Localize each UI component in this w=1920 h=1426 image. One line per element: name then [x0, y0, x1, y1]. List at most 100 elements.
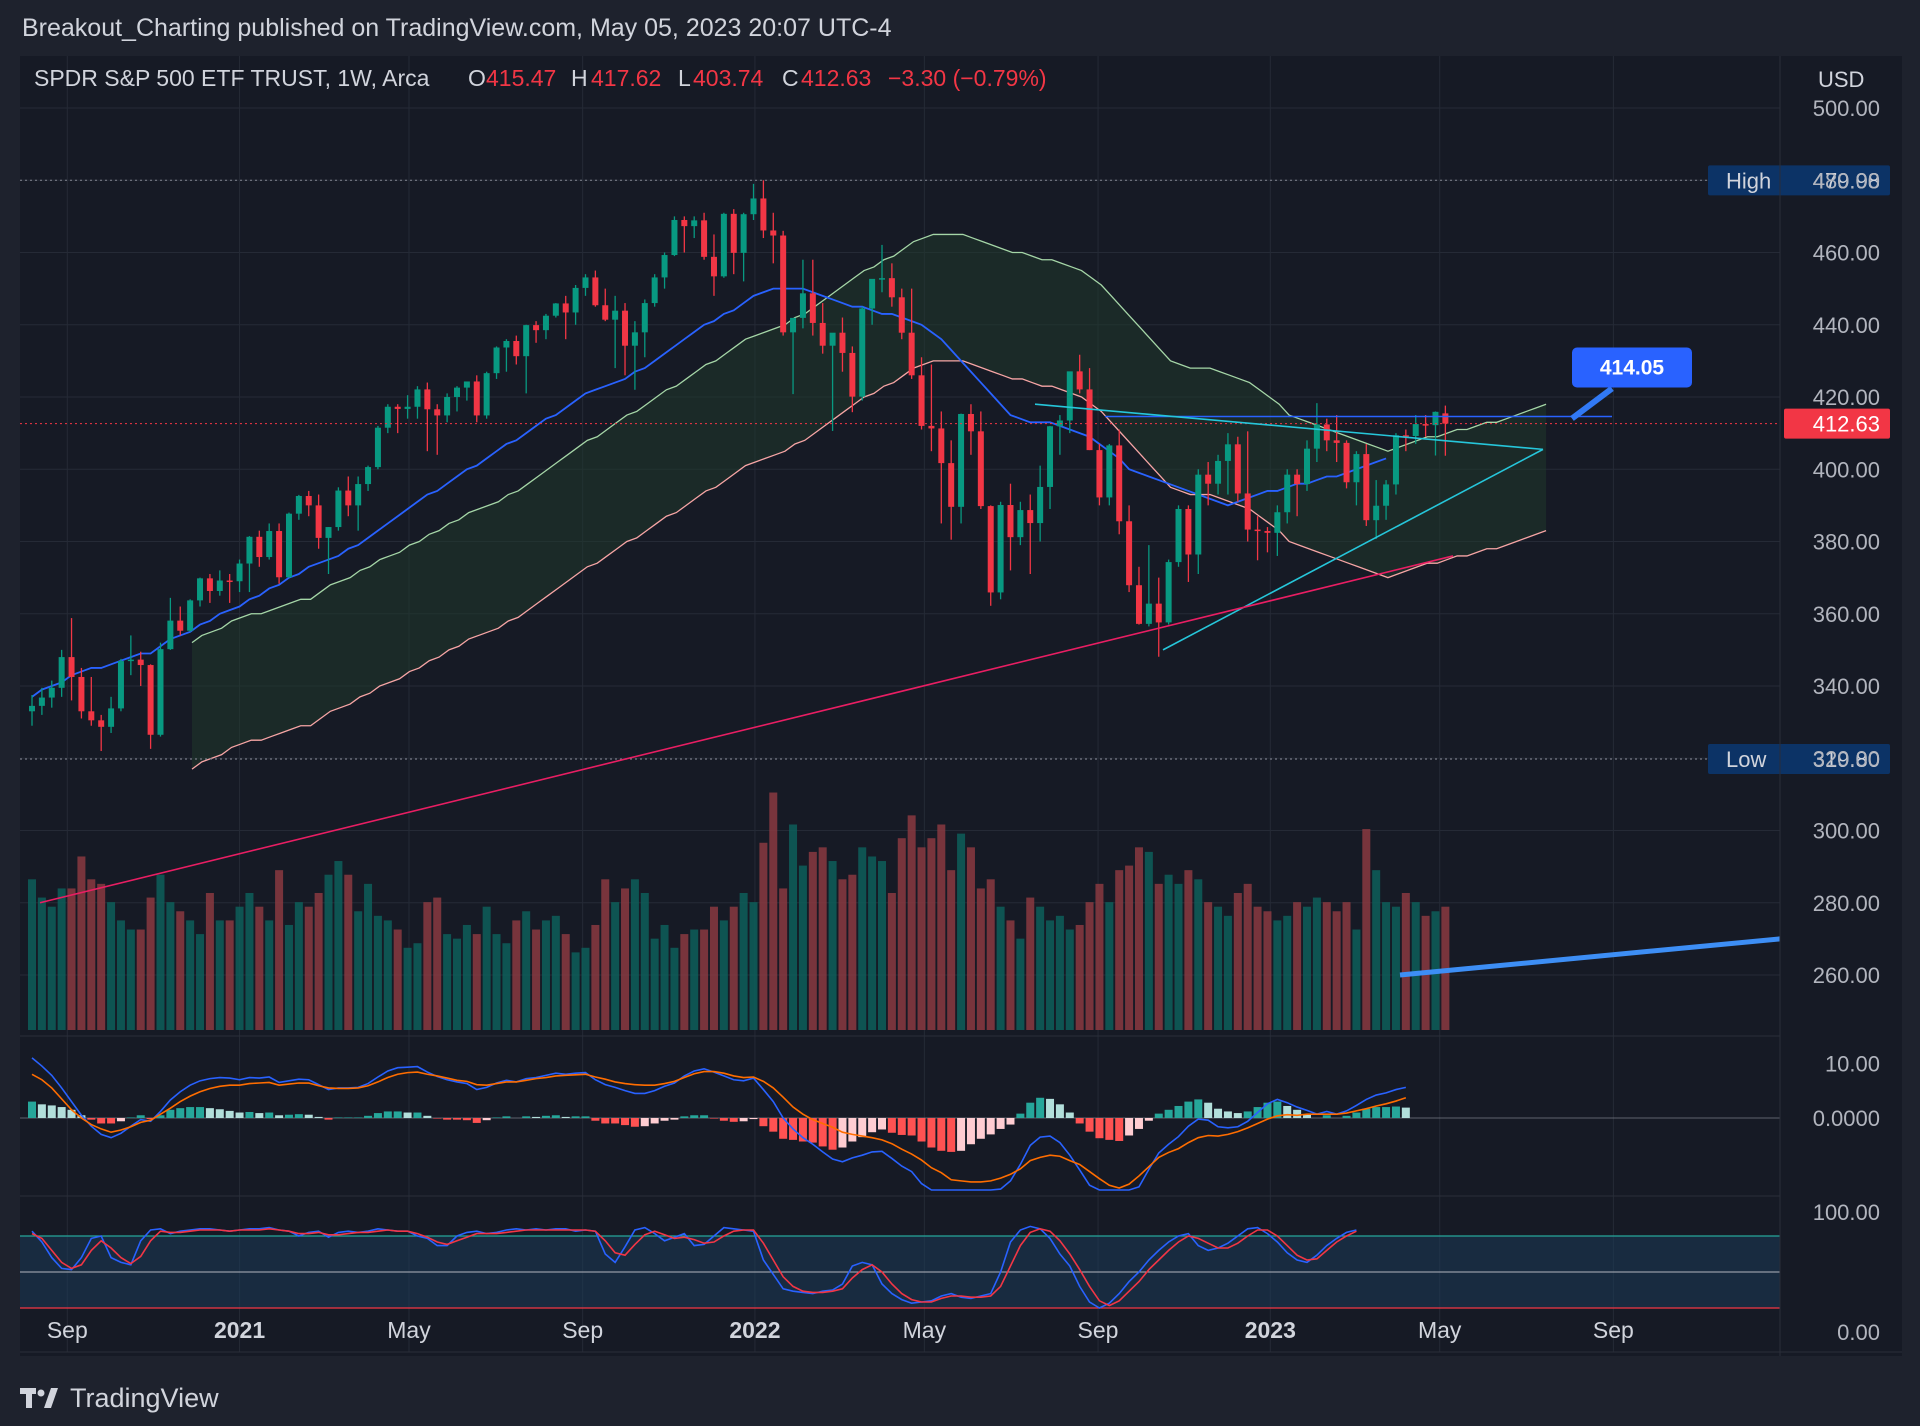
candle-body — [1116, 445, 1123, 522]
macd-histogram-bar — [907, 1118, 916, 1136]
macd-histogram-bar — [1223, 1111, 1232, 1118]
candle-body — [365, 467, 372, 485]
macd-histogram-bar — [1204, 1102, 1213, 1118]
candle-body — [38, 697, 45, 706]
candle-body — [948, 463, 955, 507]
volume-bar — [344, 874, 353, 1030]
macd-histogram-bar — [1125, 1118, 1134, 1136]
macd-line — [31, 1057, 1407, 1191]
candle-body — [967, 413, 974, 432]
volume-bar — [1303, 906, 1311, 1030]
currency-label: USD — [1818, 67, 1864, 92]
macd-histogram-bar — [630, 1118, 639, 1127]
macd-histogram-bar — [1085, 1118, 1094, 1132]
macd-histogram-bar — [1184, 1101, 1193, 1118]
macd-histogram-bar — [1134, 1118, 1143, 1129]
macd-histogram-bar — [304, 1114, 313, 1118]
macd-histogram-bar — [1144, 1118, 1153, 1121]
volume-bar — [1194, 879, 1203, 1030]
macd-histogram-bar — [166, 1109, 175, 1118]
candle-body — [157, 649, 164, 735]
candle-body — [651, 277, 658, 304]
volume-bar — [294, 902, 303, 1030]
time-tick-label: May — [903, 1317, 947, 1343]
volume-bar — [1036, 906, 1045, 1030]
low-label: L — [678, 65, 691, 91]
volume-bar — [1115, 870, 1124, 1030]
price-tick-label: 380.00 — [1813, 530, 1880, 555]
candle-body — [691, 220, 698, 227]
senkou-span-b — [191, 360, 1547, 770]
candle-body — [147, 665, 154, 735]
macd-histogram-bar — [917, 1118, 926, 1142]
volume-bar — [561, 934, 570, 1030]
macd-histogram-bar — [532, 1116, 541, 1118]
macd-histogram-bar — [1055, 1104, 1064, 1118]
macd-histogram-bar — [433, 1118, 442, 1119]
volume-bar — [1095, 883, 1104, 1030]
macd-histogram-bar — [423, 1115, 432, 1118]
candle-body — [1155, 603, 1162, 623]
macd-histogram-bar — [1075, 1118, 1084, 1124]
candle-body — [483, 373, 490, 416]
volume-bar — [798, 865, 807, 1030]
candle-body — [1274, 512, 1281, 533]
volume-bar — [611, 902, 620, 1030]
callout-value: 414.05 — [1600, 356, 1665, 379]
candle-body — [1165, 562, 1172, 623]
macd-histogram-bar — [443, 1118, 452, 1120]
macd-histogram-bar — [107, 1118, 116, 1124]
macd-histogram-bar — [492, 1117, 501, 1118]
volume-bar — [97, 883, 106, 1030]
volume-bar — [709, 906, 718, 1030]
macd-histogram-bar — [571, 1116, 580, 1118]
volume-bar — [383, 920, 392, 1030]
volume-bar — [235, 906, 244, 1030]
macd-tick-label: 0.0000 — [1813, 1106, 1880, 1131]
macd-histogram-bar — [650, 1118, 659, 1124]
volume-bar — [492, 934, 501, 1030]
price-tick-label: 420.00 — [1813, 385, 1880, 410]
macd-histogram-bar — [403, 1112, 412, 1118]
candle-body — [1422, 424, 1429, 426]
macd-histogram-bar — [156, 1115, 165, 1118]
macd-histogram-bar — [1243, 1111, 1252, 1118]
time-tick-label: 2022 — [729, 1317, 780, 1343]
volume-bar — [1382, 902, 1391, 1030]
candle-body — [513, 341, 520, 357]
volume-bar — [749, 902, 758, 1030]
macd-histogram-bar — [186, 1107, 195, 1118]
candle-body — [1175, 508, 1182, 563]
candle-body — [325, 527, 332, 538]
volume-bar — [57, 888, 66, 1030]
symbol-name: SPDR S&P 500 ETF TRUST, 1W, Arca — [34, 65, 430, 91]
macd-histogram-bar — [868, 1118, 877, 1133]
macd-histogram-bar — [709, 1118, 718, 1119]
macd-histogram-bar — [453, 1118, 461, 1120]
volume-bar — [1154, 883, 1163, 1030]
candle-body — [839, 332, 846, 353]
volume-bar — [77, 856, 86, 1030]
macd-histogram-bar — [116, 1118, 125, 1122]
macd-histogram-bar — [878, 1118, 886, 1130]
candle-body — [1284, 474, 1291, 513]
volume-bar — [472, 934, 481, 1030]
volume-bar — [433, 897, 442, 1030]
chart-container[interactable]: High 479.98 Low 319.80 412.63 414.05 USD 500.0… — [20, 56, 1902, 1356]
candle-body — [612, 310, 619, 320]
price-chart[interactable]: High 479.98 Low 319.80 412.63 414.05 USD 500.0… — [20, 56, 1902, 1356]
macd-histogram-bar — [1105, 1118, 1114, 1140]
volume-bar — [146, 897, 155, 1030]
callout-box — [1572, 347, 1692, 388]
volume-bar — [1293, 902, 1302, 1030]
open-value: 415.47 — [486, 65, 556, 91]
upper-trendline — [1034, 403, 1544, 451]
volume-bar — [126, 929, 135, 1030]
last-price-tag — [1784, 408, 1890, 439]
volume-bar — [1046, 920, 1055, 1030]
volume-bar — [1322, 902, 1331, 1030]
candle-body — [552, 303, 559, 316]
macd-histogram-bar — [1342, 1115, 1351, 1118]
drawing-tools[interactable]: High 479.98 Low 319.80 412.63 414.05 — [20, 165, 1890, 978]
time-tick-label: May — [1418, 1317, 1462, 1343]
